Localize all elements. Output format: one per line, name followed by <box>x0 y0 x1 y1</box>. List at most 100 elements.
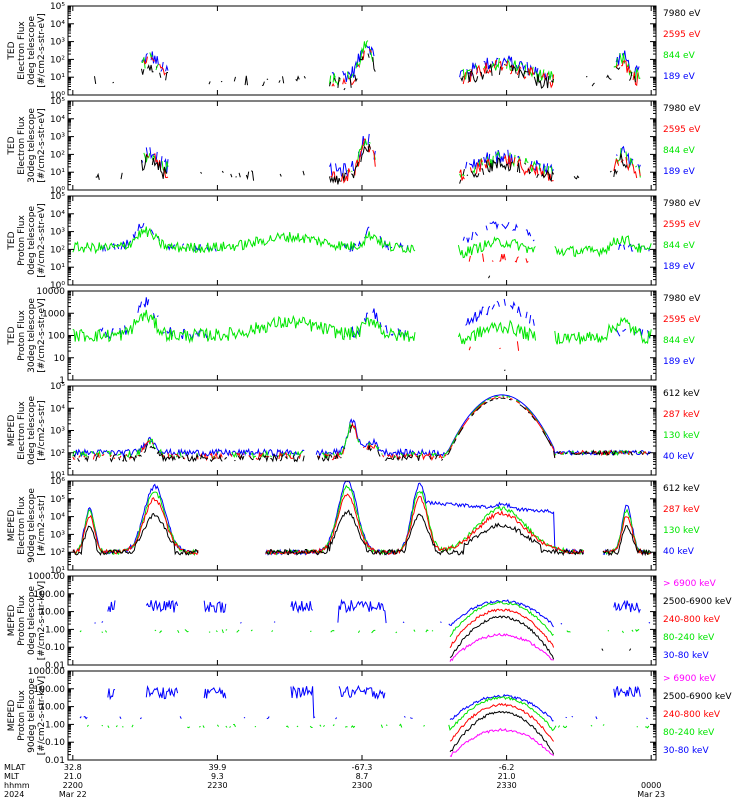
series-line-red <box>469 341 529 351</box>
y-tick-label: 10.00 <box>39 608 65 618</box>
y-tick-label: 1.00 <box>45 625 65 635</box>
legend-entry: 40 keV <box>663 452 695 462</box>
y-tick-label: 10⁴ <box>50 513 65 523</box>
y-tick-label: 10² <box>50 449 65 459</box>
legend-entry: 189 eV <box>663 72 696 82</box>
panel-5-series <box>72 394 652 463</box>
legend-entry: 287 keV <box>663 410 700 420</box>
y-tick-label: 10⁵ <box>50 382 65 392</box>
series-line-blue <box>141 133 641 178</box>
legend-entry: 30-80 keV <box>663 651 709 661</box>
y-tick-label: 10² <box>50 548 65 558</box>
panel-3-series <box>72 220 652 279</box>
legend-entry: 844 eV <box>663 146 696 156</box>
panel-4: 1 10 100 1000 10000 TED Proton Flux 30deg teles… <box>7 287 701 386</box>
series-line-red <box>468 253 529 264</box>
y-axis-label-line: Electron Flux <box>17 401 27 460</box>
series-line-green <box>143 138 641 178</box>
series-line-green <box>73 396 648 458</box>
y-tick-label: 10¹ <box>50 263 65 273</box>
panel-2-series <box>96 133 641 185</box>
series-line-red <box>144 50 640 87</box>
x-tick-label: 39.9 <box>209 763 227 772</box>
series-line-red <box>145 138 641 184</box>
legend-entry: > 6900 keV <box>663 579 717 589</box>
legend-entry: 844 eV <box>663 51 696 61</box>
y-tick-label: 10³ <box>50 38 65 48</box>
y-axis-label-line: Electron Flux <box>17 496 27 555</box>
panel-5: 10¹ 10² 10³ 10⁴ 10⁵ MEPED Electron Flux 0deg te… <box>7 382 700 481</box>
x-tick-label: 9.3 <box>211 772 224 781</box>
y-axis-label-line: 30deg telescope <box>27 108 37 183</box>
y-tick-label: 10¹ <box>50 168 65 178</box>
y-axis-label-line: MEPED <box>7 700 17 732</box>
x-row-label: hhmm <box>4 781 30 790</box>
y-axis-label-line: [#/cm2-s-str-eV] <box>37 108 47 183</box>
y-tick-label: 10.00 <box>39 703 65 713</box>
y-tick-label: 1000.00 <box>28 572 65 582</box>
series-line-black <box>449 710 555 755</box>
legend-entry: > 6900 keV <box>663 674 717 684</box>
y-axis-label-line: Proton Flux <box>17 310 27 361</box>
series-line-blue <box>72 394 652 458</box>
y-axis-label-line: TED <box>7 326 17 345</box>
legend-entry: 287 keV <box>663 505 700 515</box>
y-tick-label: 1000.00 <box>28 667 65 677</box>
x-tick-label: 2200 <box>63 781 83 790</box>
y-axis-label-line: 90deg telescope <box>27 678 37 753</box>
y-axis-label-line: Proton Flux <box>17 690 27 741</box>
x-tick-label: -6.2 <box>499 763 515 772</box>
y-tick-label: 0.01 <box>45 661 65 671</box>
series-line-blue <box>72 481 652 556</box>
x-tick-label: 8.7 <box>356 772 369 781</box>
series-line-red <box>73 397 651 459</box>
y-tick-label: 10¹ <box>50 566 65 576</box>
y-axis-label-line: 0deg telescope <box>27 206 37 276</box>
y-tick-label: 10⁴ <box>50 20 65 30</box>
y-tick-label: 10⁵ <box>50 97 65 107</box>
panel-7: 0.01 0.10 1.00 10.00 100.00 1000.00 MEPED Proto… <box>7 572 732 671</box>
y-tick-label: 10⁰ <box>50 281 65 291</box>
y-axis-label-line: Proton Flux <box>17 215 27 266</box>
panel-1-series <box>95 40 641 90</box>
x-row-label: MLT <box>4 772 19 781</box>
y-axis-label-line: 90deg telescope <box>27 488 37 563</box>
legend-entry: 240-800 keV <box>663 615 721 625</box>
panel-frame <box>67 480 657 571</box>
y-axis-label-line: Proton Flux <box>17 595 27 646</box>
panel-1: 10⁰ 10¹ 10² 10³ 10⁴ 10⁵ TED Electron Flux 0deg t… <box>7 2 701 101</box>
y-tick-label: 100.00 <box>34 685 66 695</box>
x-tick-label: Mar 23 <box>637 790 665 799</box>
series-line-black <box>449 615 632 660</box>
y-tick-label: 10³ <box>50 530 65 540</box>
y-axis-label-line: [#/cm2-s-str-keV] <box>37 581 47 660</box>
y-tick-label: 10² <box>50 245 65 255</box>
x-tick-label: 2330 <box>496 781 516 790</box>
y-tick-label: 10⁵ <box>50 192 65 202</box>
legend-entry: 612 keV <box>663 389 700 399</box>
series-line-black <box>96 144 641 184</box>
y-tick-label: 10⁴ <box>50 404 65 414</box>
y-tick-label: 10³ <box>50 133 65 143</box>
legend-entry: 2500-6900 keV <box>663 692 732 702</box>
y-tick-label: 10³ <box>50 228 65 238</box>
y-tick-label: 10⁵ <box>50 495 65 505</box>
legend-entry: 7980 eV <box>663 294 701 304</box>
series-line-green <box>72 226 652 259</box>
x-tick-label: 32.8 <box>64 763 82 772</box>
legend-entry: 40 keV <box>663 547 695 557</box>
y-tick-label: 10⁵ <box>50 2 65 12</box>
series-line-blue <box>141 44 640 82</box>
x-tick-label: 21.0 <box>64 772 82 781</box>
panel-frame <box>67 670 657 761</box>
panel-6: 10¹ 10² 10³ 10⁴ 10⁵ 10⁶ MEPED Electron Flux 90de… <box>7 477 700 576</box>
legend-entry: 80-240 keV <box>663 728 715 738</box>
panel-7-series <box>80 598 650 662</box>
y-axis-label-line: [#/cm2-s-str] <box>37 400 47 460</box>
legend-entry: 844 eV <box>663 241 696 251</box>
y-axis-label-line: TED <box>7 231 17 250</box>
y-tick-label: 10⁰ <box>50 91 65 101</box>
y-axis-label-line: MEPED <box>7 510 17 542</box>
legend-entry: 189 eV <box>663 167 696 177</box>
